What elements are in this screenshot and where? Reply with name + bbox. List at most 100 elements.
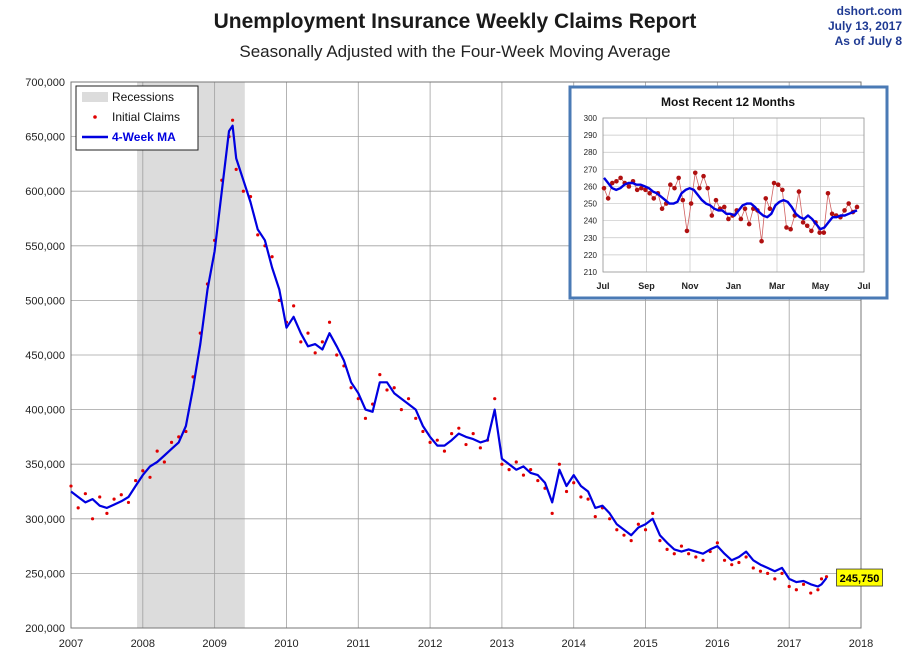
source-block: dshort.com July 13, 2017 As of July 8	[828, 4, 902, 49]
initial-claims-point	[399, 408, 403, 412]
legend-label-ma: 4-Week MA	[112, 130, 176, 144]
initial-claims-point	[349, 386, 353, 390]
inset-claims-point	[825, 190, 831, 196]
initial-claims-point	[177, 435, 181, 439]
inset-claims-point	[605, 196, 611, 201]
x-tick-label: 2017	[777, 638, 801, 650]
inset-claims-point	[854, 204, 860, 210]
chart-subtitle: Seasonally Adjusted with the Four-Week M…	[239, 42, 671, 61]
inset-x-tick-label: Sep	[638, 281, 655, 291]
inset-claims-point	[688, 201, 694, 206]
legend: Recessions Initial Claims 4-Week MA	[75, 85, 199, 151]
initial-claims-point	[780, 571, 784, 576]
initial-claims-point	[794, 588, 798, 592]
initial-claims-point	[126, 500, 131, 505]
initial-claims-point	[478, 446, 482, 450]
ma-series-line	[70, 124, 828, 588]
initial-claims-point	[320, 340, 324, 344]
inset-claims-point	[643, 187, 648, 193]
initial-claims-point	[622, 533, 626, 537]
initial-claims-point	[155, 449, 159, 453]
inset-claims-point	[804, 223, 810, 229]
initial-claims-point	[277, 298, 281, 302]
inset-claims-point	[634, 187, 640, 193]
inset-y-tick-label: 290	[584, 131, 598, 140]
y-tick-label: 400,000	[25, 405, 65, 417]
inset-y-tick-label: 220	[584, 251, 598, 260]
inset-claims-point	[726, 216, 731, 222]
x-tick-label: 2009	[202, 638, 226, 650]
y-tick-label: 500,000	[25, 295, 65, 307]
initial-claims-point	[69, 484, 73, 488]
initial-claims-point	[230, 118, 235, 122]
initial-claims-point	[701, 558, 705, 562]
y-tick-label: 650,000	[25, 132, 65, 144]
inset-claims-point	[759, 238, 764, 244]
initial-claims-point	[694, 555, 698, 559]
inset-claims-point	[767, 206, 773, 211]
initial-claims-point	[105, 511, 109, 515]
initial-claims-point	[421, 429, 425, 434]
inset-claims-point	[692, 170, 698, 176]
initial-claims-point	[787, 584, 791, 589]
initial-claims-point	[737, 560, 741, 565]
inset-x-tick-label: May	[812, 281, 830, 291]
initial-claims-point	[593, 515, 597, 519]
legend-swatch-recession	[82, 92, 108, 102]
initial-claims-point	[90, 517, 95, 521]
inset-y-tick-label: 270	[584, 165, 598, 174]
initial-claims-point	[241, 189, 245, 193]
initial-claims-point	[119, 493, 123, 497]
inset-claims-point	[763, 196, 769, 201]
initial-claims-point	[313, 351, 317, 355]
x-tick-label: 2015	[633, 638, 657, 650]
initial-claims-point	[335, 353, 339, 357]
inset-y-tick-label: 300	[584, 114, 598, 123]
inset-x-tick-label: Mar	[769, 281, 786, 291]
inset-ma-line	[603, 177, 858, 231]
initial-claims-point	[521, 473, 526, 477]
initial-claims-point	[651, 511, 655, 515]
initial-claims-point	[758, 569, 763, 573]
initial-claims-point	[801, 582, 806, 586]
inset-x-tick-label: Jul	[857, 281, 870, 291]
initial-claims-point	[234, 167, 238, 171]
legend-swatch-claims	[93, 115, 97, 119]
initial-claims-point	[529, 468, 533, 472]
initial-claims-point	[363, 416, 368, 420]
inset-claims-point	[651, 196, 657, 201]
initial-claims-point	[564, 489, 569, 494]
inset-plot-frame	[602, 117, 865, 273]
inset-y-tick-label: 210	[584, 268, 598, 277]
initial-claims-point	[471, 432, 475, 436]
source-as-of: As of July 8	[834, 34, 902, 48]
initial-claims-point	[586, 497, 590, 501]
inset-title: Most Recent 12 Months	[661, 95, 795, 109]
inset-x-tick-label: Jul	[596, 281, 609, 291]
inset-claims-point	[614, 179, 619, 184]
inset-y-tick-label: 240	[584, 217, 598, 226]
inset-claims-point	[842, 208, 847, 213]
initial-claims-point	[184, 429, 188, 434]
initial-claims-point	[629, 539, 633, 543]
y-tick-label: 200,000	[25, 623, 65, 635]
y-tick-label: 250,000	[25, 568, 65, 580]
initial-claims-point	[299, 340, 303, 344]
inset-claims-point	[775, 182, 781, 188]
inset-claims-point	[738, 216, 744, 222]
x-tick-label: 2018	[849, 638, 873, 650]
inset-claims-point	[784, 225, 789, 230]
initial-claims-point	[76, 506, 80, 510]
inset-claims-point	[800, 220, 806, 225]
inset-frame	[568, 85, 889, 300]
initial-claims-point	[378, 373, 382, 377]
inset-y-tick-label: 250	[584, 200, 598, 209]
x-tick-label: 2010	[274, 638, 298, 650]
inset-claims-point	[659, 206, 665, 211]
inset-claims-point	[680, 197, 686, 203]
inset-claims-point	[713, 197, 719, 203]
inset-claims-point	[618, 175, 623, 181]
inset-claims-point	[697, 185, 702, 191]
inset-claims-point	[609, 180, 615, 186]
